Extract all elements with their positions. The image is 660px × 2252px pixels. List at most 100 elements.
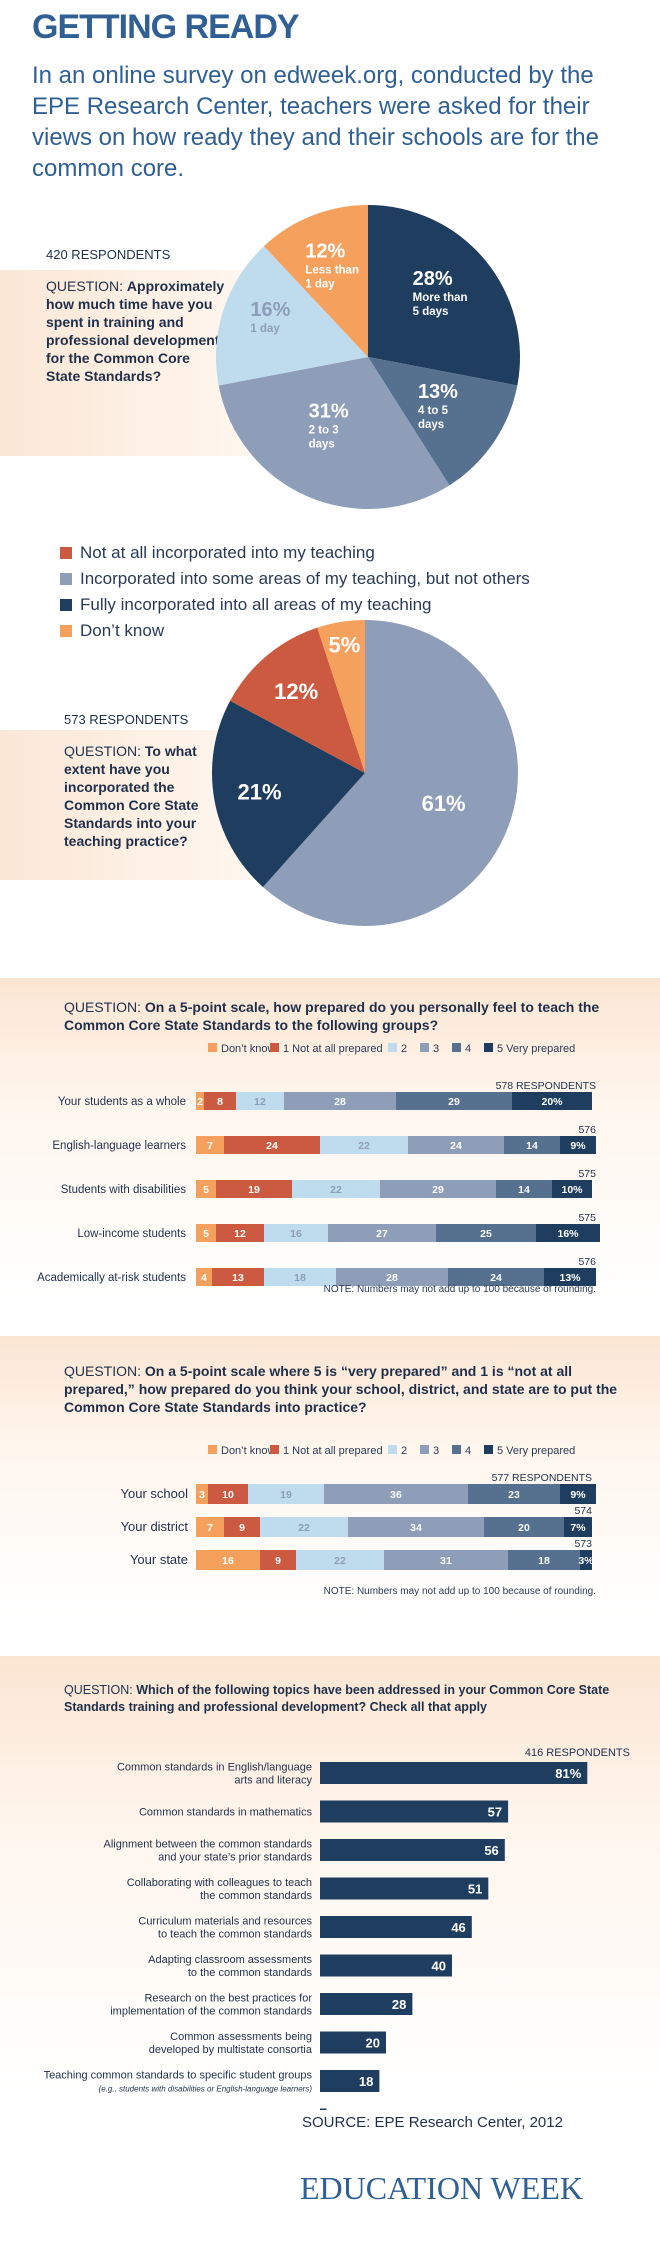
- bar-segment-label: 28: [386, 1272, 398, 1284]
- bar-segment: [260, 1550, 296, 1570]
- bar-segment: [552, 1180, 592, 1198]
- bar-segment-label: 7%: [570, 1522, 586, 1534]
- pie-slice: [230, 627, 365, 773]
- bar-segment-label: 16: [290, 1228, 302, 1240]
- bar-segment-label: 10: [222, 1489, 234, 1501]
- legend-label: 4: [465, 1043, 471, 1055]
- bar-segment-label: 19: [248, 1184, 260, 1196]
- row-respondents: 574: [574, 1505, 592, 1517]
- legend-item-fully-incorporated: Fully incorporated into all areas of my …: [60, 592, 530, 618]
- bar-segment-label: 36: [390, 1489, 402, 1501]
- bar-segment-label: 25: [480, 1228, 492, 1240]
- legend-label: Don’t know: [221, 1445, 275, 1457]
- legend-label: 1 Not at all prepared: [283, 1043, 383, 1055]
- pie2-respondents: 573 RESPONDENTS: [64, 712, 189, 727]
- pie-slice-desc: days: [309, 439, 335, 451]
- legend-swatch: [208, 1445, 217, 1454]
- legend-label: Don’t know: [221, 1043, 275, 1055]
- bar-segment-label: 24: [450, 1140, 462, 1152]
- legend-item-dont-know: Don’t know: [60, 618, 530, 644]
- bar-segment: [560, 1136, 596, 1154]
- row-label: Your school: [121, 1486, 189, 1501]
- pie-slice-desc: 2 to 3: [309, 425, 339, 437]
- bar-segment-label: 9: [239, 1522, 245, 1534]
- bar-segment: [208, 1484, 248, 1504]
- topic-label: Common standards in mathematics: [139, 1807, 313, 1819]
- bar-segment: [196, 1180, 216, 1198]
- topic-bar: [320, 2031, 386, 2054]
- topic-label: implementation of the common standards: [110, 2006, 312, 2018]
- bar-segment-label: 9%: [570, 1140, 586, 1152]
- bar-segment: [216, 1180, 292, 1198]
- sec4-question-prefix: QUESTION:: [64, 1363, 142, 1379]
- bar-segment-label: 12: [254, 1096, 266, 1108]
- bar-segment: [260, 1517, 348, 1537]
- bar-segment: [544, 1268, 596, 1286]
- bar-segment: [224, 1517, 260, 1537]
- bar-segment: [264, 1268, 336, 1286]
- topic-label: Research on the best practices for: [144, 1993, 312, 2005]
- bar-segment-label: 9%: [570, 1489, 586, 1501]
- legend-swatch: [270, 1043, 279, 1052]
- bar-segment: [408, 1136, 504, 1154]
- source-note: SOURCE: EPE Research Center, 2012: [302, 2114, 563, 2131]
- bar-segment: [248, 1484, 324, 1504]
- topic-bar-label: 46: [451, 1920, 465, 1935]
- legend-label: 3: [433, 1445, 439, 1457]
- sec3-question-prefix: QUESTION:: [64, 999, 142, 1015]
- stacked-bar-chart-institutional: Don’t know 1 Not at all prepared 2 3 4 5 Very…: [121, 1445, 596, 1597]
- pie-slice-desc: More than: [413, 292, 468, 304]
- sec5-question-prefix: QUESTION:: [64, 1683, 133, 1697]
- pie2-legend: Not at all incorporated into my teaching…: [60, 540, 530, 644]
- legend-label: Not at all incorporated into my teaching: [80, 543, 375, 562]
- bar-segment-label: 13: [232, 1272, 244, 1284]
- pie1-question-prefix: QUESTION:: [46, 278, 124, 294]
- bar-segment: [320, 1136, 408, 1154]
- topic-bar: [320, 2108, 327, 2110]
- topic-bar-label: 20: [366, 2036, 380, 2051]
- row-respondents: 576: [578, 1256, 596, 1268]
- bar-segment: [384, 1550, 508, 1570]
- sec3-question: QUESTION: On a 5-point scale, how prepar…: [64, 998, 624, 1034]
- pie1-question: QUESTION: Approximately how much time ha…: [46, 277, 226, 385]
- topic-bar: [320, 1993, 413, 2015]
- bar-segment: [324, 1484, 468, 1504]
- legend-label: 5 Very prepared: [497, 1043, 575, 1055]
- row-label: Your district: [121, 1519, 189, 1534]
- legend-swatch: [420, 1043, 429, 1052]
- bar-segment: [212, 1268, 264, 1286]
- row-label: Your students as a whole: [58, 1096, 186, 1108]
- bar-segment-label: 9: [275, 1555, 281, 1567]
- bar-segment-label: 18: [538, 1555, 550, 1567]
- bar-segment: [236, 1092, 284, 1110]
- topic-label: Common assessments being: [170, 2031, 312, 2043]
- bar-segment-label: 28: [334, 1096, 346, 1108]
- bar-segment: [284, 1092, 396, 1110]
- topic-label: the common standards: [200, 1890, 312, 1902]
- topic-label: arts and literacy: [234, 1775, 312, 1787]
- topic-label: Alignment between the common standards: [103, 1839, 312, 1851]
- bar-segment: [496, 1180, 552, 1198]
- topic-bar: [320, 2070, 380, 2092]
- bar-segment: [328, 1224, 436, 1242]
- row-respondents: 577 RESPONDENTS: [492, 1472, 592, 1484]
- bar-segment: [224, 1136, 320, 1154]
- legend-swatch: [452, 1445, 461, 1454]
- bar-chart-topics: 416 RESPONDENTS 81% Common standards in En…: [44, 1747, 630, 2110]
- topic-label: to teach the common standards: [158, 1929, 313, 1941]
- bar-segment-label: 7: [207, 1140, 213, 1152]
- bar-segment: [216, 1224, 264, 1242]
- pie-slice-pct: 16%: [250, 299, 290, 321]
- bar-segment-label: 22: [330, 1184, 342, 1196]
- bar-segment: [580, 1550, 592, 1570]
- bar-segment: [536, 1224, 600, 1242]
- bar-segment: [504, 1136, 560, 1154]
- topics-respondents: 416 RESPONDENTS: [525, 1747, 630, 1759]
- topic-bar-label: 57: [488, 1805, 502, 1820]
- pie-slice-pct: 12%: [274, 679, 318, 704]
- bar-segment: [196, 1136, 224, 1154]
- bar-segment-label: 24: [490, 1272, 502, 1284]
- topic-label: developed by multistate consortia: [149, 2044, 313, 2056]
- bar-segment: [296, 1550, 384, 1570]
- bar-segment: [448, 1268, 544, 1286]
